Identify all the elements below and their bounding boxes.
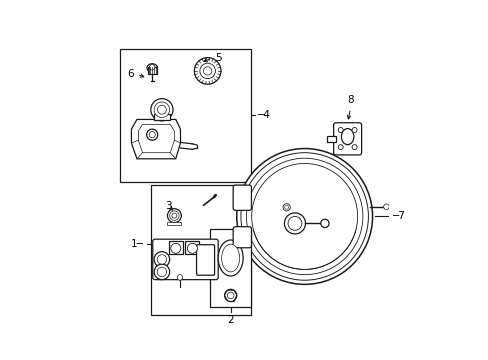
Circle shape [284,205,288,209]
Circle shape [227,292,233,299]
Circle shape [167,209,181,222]
Text: 8: 8 [347,95,353,105]
Circle shape [287,216,301,230]
Circle shape [246,158,362,275]
Ellipse shape [221,244,239,272]
Circle shape [283,204,290,211]
Circle shape [154,252,169,267]
FancyBboxPatch shape [152,239,218,280]
Bar [210,229,250,307]
Polygon shape [131,120,180,159]
Circle shape [338,145,343,150]
Bar [120,49,250,182]
Circle shape [236,149,372,284]
Circle shape [170,243,181,253]
Circle shape [169,211,179,220]
Circle shape [351,127,356,132]
Ellipse shape [218,240,243,276]
Text: ─4: ─4 [257,110,270,120]
Circle shape [284,213,305,234]
Circle shape [194,58,221,84]
Circle shape [187,243,197,253]
Bar [147,67,156,74]
FancyBboxPatch shape [333,123,361,155]
Bar [326,136,335,141]
FancyBboxPatch shape [233,185,251,210]
Text: 6: 6 [127,69,133,79]
Circle shape [241,153,367,280]
Circle shape [157,105,166,114]
Circle shape [177,275,183,280]
Circle shape [338,127,343,132]
Circle shape [150,99,173,121]
Circle shape [157,255,166,264]
Text: ─7: ─7 [391,211,404,221]
Ellipse shape [341,129,353,145]
Bar [150,185,250,315]
Circle shape [383,204,388,210]
Circle shape [146,129,158,140]
Circle shape [203,67,211,75]
Circle shape [320,219,328,228]
Circle shape [157,267,166,276]
Text: 2: 2 [227,315,233,325]
Bar [168,242,183,254]
FancyBboxPatch shape [196,245,214,275]
Ellipse shape [146,64,157,72]
Circle shape [149,132,155,138]
Circle shape [351,145,356,150]
FancyBboxPatch shape [233,227,251,248]
Circle shape [154,264,169,280]
Circle shape [224,289,236,302]
Circle shape [200,63,215,79]
Circle shape [172,213,177,218]
Bar [185,242,199,254]
Circle shape [154,102,169,117]
Circle shape [251,163,357,269]
Text: 3: 3 [165,201,172,211]
Text: 5: 5 [215,53,221,63]
Text: 1─: 1─ [131,239,143,249]
Polygon shape [138,125,174,153]
Bar [153,114,170,120]
Circle shape [149,64,155,70]
Bar [167,222,181,225]
